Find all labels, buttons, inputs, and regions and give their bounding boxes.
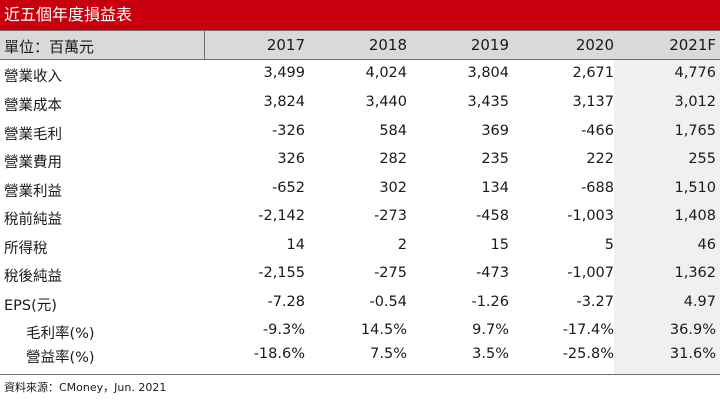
cell-2021f: 36.9% <box>669 322 716 338</box>
cell-2017: 3,499 <box>263 65 305 81</box>
cell-2020: -3.27 <box>576 294 614 310</box>
cell-2019: 369 <box>481 123 509 139</box>
cell-2021f: 1,362 <box>674 265 716 281</box>
year-2021f: 2021F <box>669 36 716 54</box>
cell-2021f: 1,510 <box>674 180 716 196</box>
unit-label: 單位：百萬元 <box>4 38 95 56</box>
cell-2021f: 4,776 <box>674 65 716 81</box>
cell-2018: -273 <box>374 208 407 224</box>
year-2019: 2019 <box>470 36 509 54</box>
cell-2017: -18.6% <box>253 346 305 362</box>
row-label: 所得稅 <box>4 241 48 257</box>
cell-2021f: 255 <box>688 151 716 167</box>
cell-2019: 134 <box>481 180 509 196</box>
row-label: 營益率(%) <box>26 350 95 366</box>
cell-2019: 3,435 <box>467 94 509 110</box>
cell-2018: 2 <box>397 237 407 253</box>
cell-2021f: 1,408 <box>674 208 716 224</box>
cell-2020: -466 <box>581 123 614 139</box>
row-label: 營業費用 <box>4 155 62 171</box>
cell-2017: -7.28 <box>267 294 305 310</box>
cell-2017: 326 <box>277 151 305 167</box>
cell-2020: -17.4% <box>562 322 614 338</box>
cell-2017: -326 <box>272 123 305 139</box>
cell-2017: -2,155 <box>258 265 305 281</box>
cell-2021f: 4.97 <box>683 294 716 310</box>
cell-2021f: 3,012 <box>674 94 716 110</box>
cell-2018: -275 <box>374 265 407 281</box>
table-bottom-border <box>0 374 720 375</box>
row-label: 營業收入 <box>4 69 62 85</box>
cell-2020: -1,003 <box>567 208 614 224</box>
source-note: 資料來源：CMoney，Jun. 2021 <box>4 381 167 394</box>
cell-2020: -688 <box>581 180 614 196</box>
table-title: 近五個年度損益表 <box>0 0 720 30</box>
cell-2020: 5 <box>604 237 614 253</box>
year-2017: 2017 <box>266 36 305 54</box>
header-row: 單位：百萬元 2017 2018 2019 2020 2021F <box>0 30 720 60</box>
cell-2019: 235 <box>481 151 509 167</box>
cell-2019: 3.5% <box>472 346 509 362</box>
row-label: 稅前純益 <box>4 212 62 228</box>
cell-2019: -458 <box>476 208 509 224</box>
row-label: 毛利率(%) <box>26 326 95 342</box>
cell-2020: 2,671 <box>572 65 614 81</box>
cell-2020: -25.8% <box>562 346 614 362</box>
cell-2018: 584 <box>379 123 407 139</box>
cell-2018: 302 <box>379 180 407 196</box>
cell-2017: -2,142 <box>258 208 305 224</box>
cell-2019: 9.7% <box>472 322 509 338</box>
cell-2021f: 31.6% <box>669 346 716 362</box>
row-label: 營業成本 <box>4 98 62 114</box>
cell-2019: -473 <box>476 265 509 281</box>
year-2020: 2020 <box>575 36 614 54</box>
cell-2018: -0.54 <box>369 294 407 310</box>
cell-2017: 3,824 <box>263 94 305 110</box>
cell-2018: 282 <box>379 151 407 167</box>
cell-2017: -652 <box>272 180 305 196</box>
cell-2018: 4,024 <box>365 65 407 81</box>
row-label: 營業毛利 <box>4 127 62 143</box>
cell-2018: 7.5% <box>370 346 407 362</box>
row-label: EPS(元) <box>4 298 57 314</box>
row-label: 稅後純益 <box>4 269 62 285</box>
year-2018: 2018 <box>368 36 407 54</box>
cell-2019: 3,804 <box>467 65 509 81</box>
cell-2018: 14.5% <box>360 322 407 338</box>
cell-2021f: 1,765 <box>674 123 716 139</box>
cell-2017: -9.3% <box>262 322 305 338</box>
cell-2020: 3,137 <box>572 94 614 110</box>
cell-2019: 15 <box>490 237 509 253</box>
cell-2017: 14 <box>286 237 305 253</box>
row-label: 營業利益 <box>4 184 62 200</box>
cell-2018: 3,440 <box>365 94 407 110</box>
cell-2020: -1,007 <box>567 265 614 281</box>
header-divider <box>204 31 205 59</box>
cell-2020: 222 <box>586 151 614 167</box>
cell-2019: -1.26 <box>471 294 509 310</box>
cell-2021f: 46 <box>697 237 716 253</box>
forecast-column-shading <box>614 60 720 374</box>
